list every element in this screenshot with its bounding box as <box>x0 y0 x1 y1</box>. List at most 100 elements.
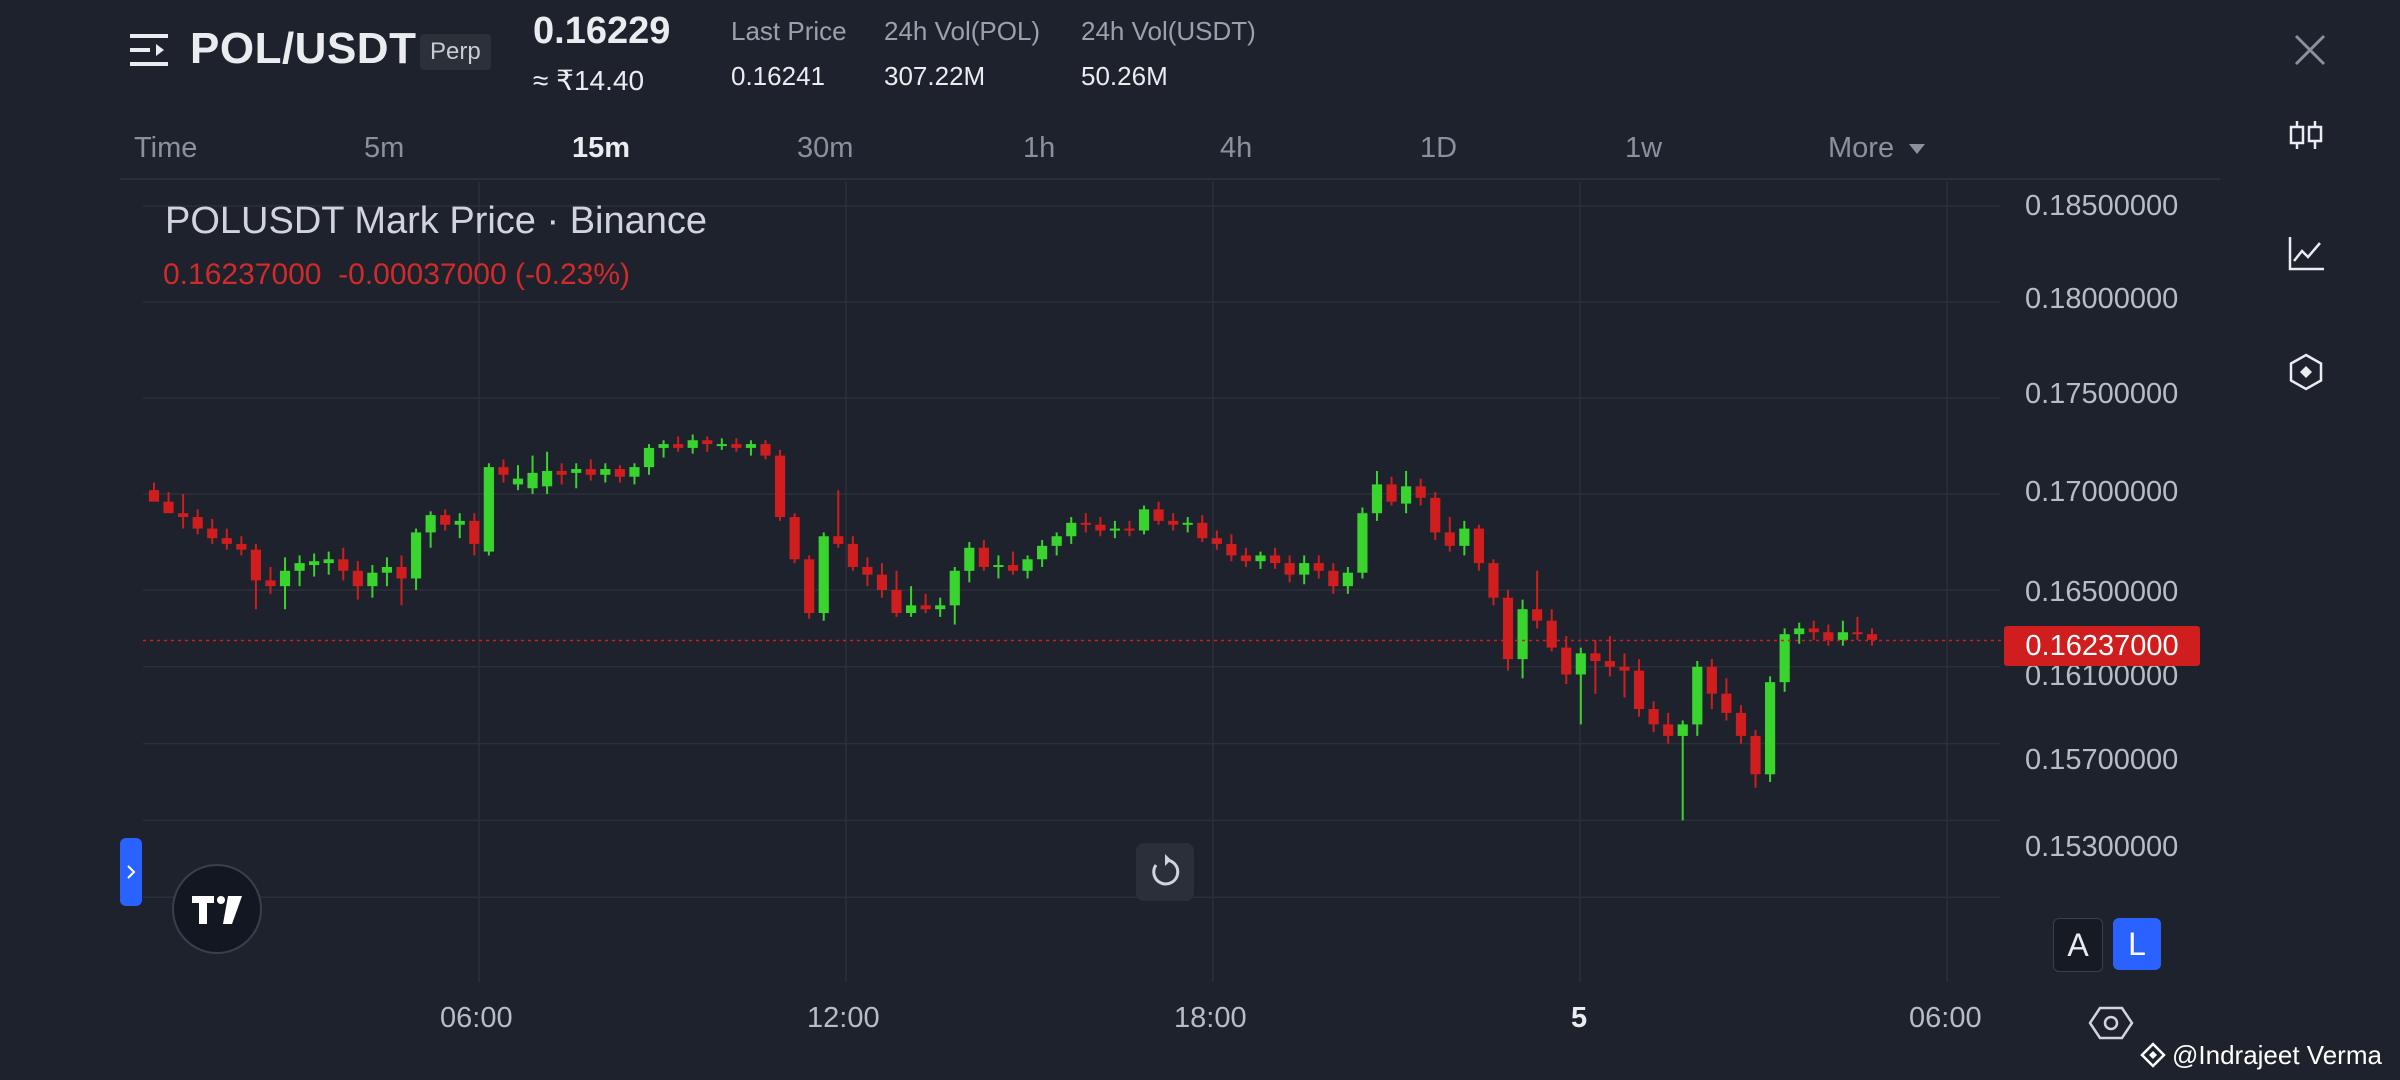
x-axis-label: 5 <box>1571 1002 1588 1034</box>
candle-body <box>585 469 596 475</box>
candle-body <box>338 559 349 571</box>
watermark: @Indrajeet Verma <box>2172 1040 2382 1070</box>
timeframe-1d[interactable]: 1D <box>1420 132 1458 164</box>
candle-body <box>1619 666 1630 671</box>
candle-body <box>993 565 1004 568</box>
candle-body <box>381 566 393 573</box>
stat-label: 24h Vol(POL) <box>884 16 1041 46</box>
perp-badge: Perp <box>420 34 491 70</box>
legend-last: 0.16237000 <box>163 258 322 291</box>
stat-value: 307.22M <box>884 61 986 91</box>
close-icon[interactable] <box>2290 30 2330 70</box>
candle-body <box>1342 572 1353 587</box>
candle-body <box>920 605 931 610</box>
timeframe-5m[interactable]: 5m <box>364 132 405 164</box>
candle-body <box>571 469 582 473</box>
candle-body <box>1604 661 1616 667</box>
candle-body <box>1532 609 1543 621</box>
x-axis-label: 18:00 <box>1174 1002 1247 1034</box>
timeframe-1h[interactable]: 1h <box>1023 132 1056 164</box>
candle-body <box>178 513 189 518</box>
x-axis-label: 06:00 <box>1909 1002 1982 1034</box>
timeframe-4h[interactable]: 4h <box>1220 132 1253 164</box>
candle-body <box>643 447 655 468</box>
candle-body <box>1546 620 1557 648</box>
candle-body <box>876 574 888 590</box>
candle-body <box>687 440 698 448</box>
menu-icon[interactable] <box>128 30 170 70</box>
candle-body <box>1706 666 1717 694</box>
candle-body <box>1502 597 1514 660</box>
candle-body <box>1168 520 1179 525</box>
side-panel-toggle[interactable] <box>120 838 142 906</box>
current-price: 0.16229 <box>533 10 671 52</box>
candle-body <box>1182 522 1193 525</box>
stat-vol-usdt: 24h Vol(USDT) 50.26M <box>1081 16 1256 92</box>
candle-body <box>1648 709 1659 725</box>
binance-logo-icon <box>2140 1042 2166 1068</box>
timeframe-bar: Time 5m 15m 30m 1h 4h 1D 1w More <box>0 122 2220 178</box>
y-axis-label: 0.18000000 <box>2025 283 2179 315</box>
candle-body <box>1677 724 1688 736</box>
candle-body <box>964 547 975 571</box>
candle-body <box>600 469 611 475</box>
candle-body <box>1444 532 1455 546</box>
candle-body <box>1153 509 1164 521</box>
candle-body <box>818 536 829 614</box>
auto-scale-button[interactable]: A <box>2053 918 2103 972</box>
candle-body <box>542 470 553 487</box>
settings-icon[interactable] <box>2088 1000 2134 1046</box>
legend-change: -0.00037000 (-0.23%) <box>338 258 631 291</box>
tradingview-logo[interactable] <box>172 864 262 954</box>
indicator-icon[interactable] <box>2286 352 2326 392</box>
price-chart[interactable] <box>0 0 2220 1040</box>
stat-vol-pol: 24h Vol(POL) 307.22M <box>884 16 1040 92</box>
timeframe-15m[interactable]: 15m <box>572 132 631 164</box>
y-axis-label: 0.15300000 <box>2025 831 2179 863</box>
log-scale-button[interactable]: L <box>2113 918 2161 970</box>
timeframe-more[interactable]: More <box>1828 132 1926 165</box>
candle-body <box>1124 528 1135 531</box>
reset-chart-button[interactable] <box>1136 843 1194 901</box>
candle-body <box>1735 712 1747 736</box>
header: POL/USDT Perp 0.16229 ≈ ₹14.40 Last Pric… <box>0 0 2400 120</box>
candle-body <box>250 549 262 581</box>
candle-body <box>1401 486 1412 504</box>
pair-symbol[interactable]: POL/USDT <box>190 24 417 73</box>
timeframe-time[interactable]: Time <box>134 132 198 164</box>
timeframe-1w[interactable]: 1w <box>1625 132 1663 164</box>
candle-body <box>1866 634 1878 640</box>
candle-body <box>1066 522 1077 537</box>
tradingview-logo-icon <box>192 896 242 924</box>
candle-body <box>629 467 640 477</box>
candle-body <box>1473 528 1484 564</box>
candle-body <box>1561 647 1572 675</box>
candle-body <box>1211 538 1222 544</box>
candle-body <box>774 455 786 518</box>
candle-body <box>556 470 567 475</box>
candle-body <box>891 590 902 614</box>
candle-body <box>1022 559 1033 571</box>
candlestick-icon[interactable] <box>2286 115 2326 155</box>
candle-body <box>1430 497 1441 533</box>
candle-body <box>454 520 465 525</box>
candle-body <box>1255 555 1266 562</box>
candle-body <box>1080 522 1091 525</box>
timeframe-30m[interactable]: 30m <box>797 132 854 164</box>
candle-body <box>1517 609 1528 660</box>
y-axis-label: 0.18500000 <box>2025 190 2179 222</box>
candle-body <box>1313 563 1324 571</box>
y-axis-label: 0.17000000 <box>2025 476 2179 508</box>
candle-body <box>1823 632 1834 640</box>
candle-body <box>658 444 669 448</box>
candle-body <box>352 570 363 587</box>
candle-body <box>1138 509 1150 531</box>
line-chart-icon[interactable] <box>2286 233 2326 273</box>
y-axis-label: 0.17500000 <box>2025 378 2179 410</box>
candle-body <box>935 605 946 610</box>
candle-body <box>1299 563 1310 575</box>
candle-body <box>760 444 771 456</box>
candle-body <box>1328 570 1339 587</box>
candle-body <box>731 444 742 448</box>
candle-body <box>1750 735 1761 775</box>
